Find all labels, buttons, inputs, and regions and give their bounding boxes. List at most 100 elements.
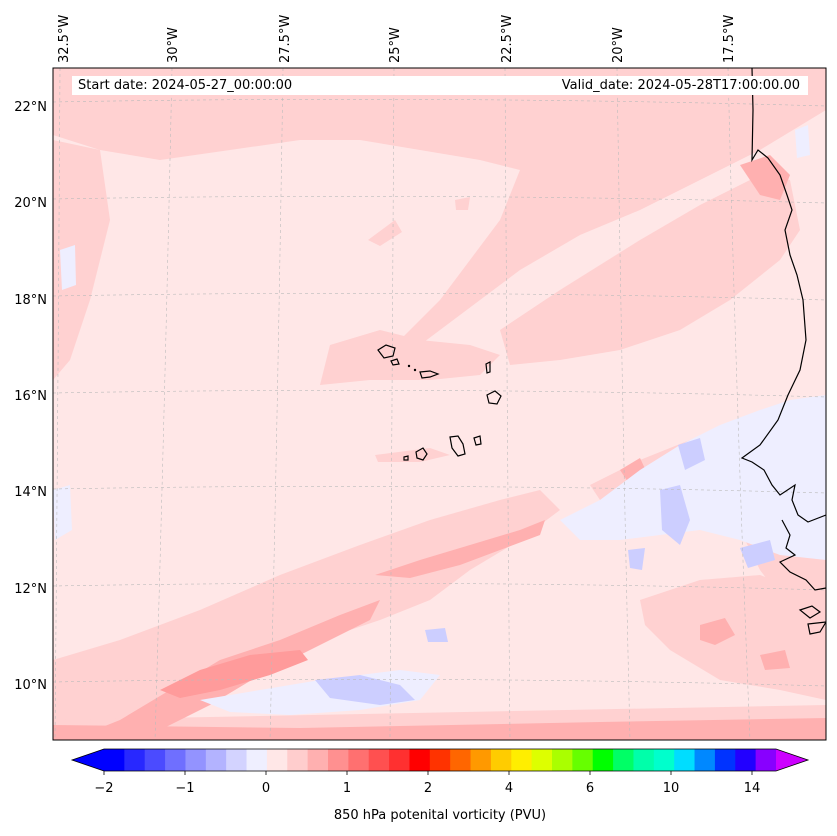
colorbar: −2 −1 0 1 2 4 6 10 14 xyxy=(70,748,810,796)
colorbar-cell xyxy=(185,749,207,771)
start-date-label: Start date: 2024-05-27_00:00:00 xyxy=(78,78,293,93)
colorbar-cells xyxy=(104,749,777,771)
colorbar-cell xyxy=(429,749,451,771)
colorbar-cell xyxy=(592,749,614,771)
colorbar-tick-label: 4 xyxy=(505,781,513,796)
colorbar-tick-label: −2 xyxy=(94,781,113,796)
lon-labels: 32.5°W 30°W 27.5°W 25°W 22.5°W 20°W 17.5… xyxy=(57,15,737,63)
pv-contour-north xyxy=(53,68,826,345)
colorbar-tick-label: 1 xyxy=(343,781,351,796)
pv-contour-south-inner xyxy=(53,718,826,740)
pv-contour-central-band xyxy=(375,520,545,578)
pv-contour-southwest-core xyxy=(160,650,308,698)
pv-contour-blue-southeast xyxy=(560,395,826,560)
cape-verde-maio xyxy=(473,435,482,446)
colorbar-cell xyxy=(104,749,125,771)
pv-contour-blue-west-2 xyxy=(53,485,72,540)
colorbar-cell xyxy=(389,749,410,771)
colorbar-cell xyxy=(124,749,146,771)
colorbar-cell xyxy=(226,749,248,771)
colorbar-tick-label: 2 xyxy=(424,781,432,796)
africa-coast xyxy=(740,68,826,523)
colorbar-cell xyxy=(613,749,634,771)
lon-label: 32.5°W xyxy=(57,15,72,63)
colorbar-tick-label: 14 xyxy=(744,781,761,796)
colorbar-title: 850 hPa potenital vorticity (PVU) xyxy=(333,808,547,823)
colorbar-cell xyxy=(368,749,390,771)
lat-label: 22°N xyxy=(14,100,47,115)
colorbar-cell xyxy=(287,749,309,771)
pv-contour-blue-patch-5 xyxy=(628,548,645,570)
colorbar-tick-label: 10 xyxy=(663,781,680,796)
date-info-bar: Start date: 2024-05-27_00:00:00 Valid_da… xyxy=(72,76,808,95)
colorbar-cell xyxy=(307,749,329,771)
pv-contour-small-2 xyxy=(455,197,470,210)
pv-contour-blue-patch-3 xyxy=(315,675,415,705)
africa-coast-south xyxy=(778,519,826,591)
colorbar-cell xyxy=(552,749,573,771)
pv-contour-center-blob xyxy=(320,330,500,385)
lon-label: 22.5°W xyxy=(500,15,515,63)
lon-label: 25°W xyxy=(388,27,403,63)
cape-verde-sao-vicente xyxy=(390,358,400,366)
lat-label: 20°N xyxy=(14,196,47,211)
colorbar-cell xyxy=(572,749,594,771)
colorbar-tick-label: 0 xyxy=(262,781,270,796)
cape-verde-sal xyxy=(485,361,491,374)
colorbar-tick-label: −1 xyxy=(175,781,194,796)
colorbar-cell xyxy=(165,749,186,771)
pv-contour-east-patch-4 xyxy=(760,650,790,670)
colorbar-cell xyxy=(470,749,492,771)
colorbar-cell xyxy=(490,749,512,771)
pv-contour-band-east xyxy=(500,175,800,365)
pv-contour-east-patch-3 xyxy=(700,618,735,645)
cape-verde-branco xyxy=(413,368,417,372)
colorbar-cell xyxy=(205,749,227,771)
colorbar-cell xyxy=(633,749,655,771)
cape-verde-sao-nicolau xyxy=(419,370,440,379)
colorbar-cell xyxy=(144,749,166,771)
cape-verde-boa-vista xyxy=(486,390,502,405)
pv-field xyxy=(53,68,826,740)
colorbar-cell xyxy=(714,749,736,771)
pv-contour-small-1 xyxy=(368,220,402,246)
africa-coast-south-2 xyxy=(798,605,826,635)
colorbar-extend-low xyxy=(72,749,104,771)
lat-label: 14°N xyxy=(14,485,47,500)
colorbar-cell xyxy=(531,749,553,771)
colorbar-tick-label: 6 xyxy=(586,781,594,796)
gridlines xyxy=(53,68,826,740)
colorbar-cell xyxy=(694,749,716,771)
pv-contour-blue-northeast xyxy=(795,125,810,158)
cape-verde-santiago xyxy=(449,435,466,457)
pv-contour-blue-west xyxy=(60,245,76,290)
pv-contour-small-3 xyxy=(375,448,450,462)
colorbar-ticks: −2 −1 0 1 2 4 6 10 14 xyxy=(94,771,760,796)
colorbar-cell xyxy=(266,749,288,771)
colorbar-cell xyxy=(755,749,777,771)
colorbar-extend-high xyxy=(776,749,808,771)
pv-contour-blue-patch-4 xyxy=(425,628,448,642)
pv-contour-blue-patch-2 xyxy=(678,438,705,470)
valid-date-label: Valid_date: 2024-05-28T17:00:00.00 xyxy=(561,78,800,93)
lon-label: 17.5°W xyxy=(722,15,737,63)
colorbar-cell xyxy=(409,749,431,771)
map-frame xyxy=(52,67,827,741)
colorbar-cell xyxy=(246,749,268,771)
lon-label: 27.5°W xyxy=(278,15,293,63)
pv-contour-southwest-band xyxy=(53,490,560,740)
colorbar-cell xyxy=(328,749,349,771)
colorbar-cell xyxy=(450,749,472,771)
lat-label: 12°N xyxy=(14,582,47,597)
cape-verde-brava xyxy=(403,455,409,461)
cape-verde-santa-luzia xyxy=(407,364,411,368)
colorbar-cell xyxy=(511,749,533,771)
lat-label: 10°N xyxy=(14,678,47,693)
coastline xyxy=(377,68,826,635)
colorbar-cell xyxy=(674,749,696,771)
colorbar-cell xyxy=(348,749,370,771)
pv-contour-east-patch xyxy=(740,155,790,200)
cape-verde-fogo xyxy=(415,447,428,461)
lat-label: 18°N xyxy=(14,293,47,308)
